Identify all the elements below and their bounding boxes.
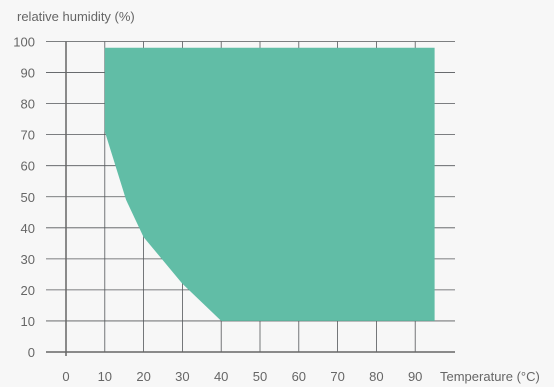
x-tick-label-70: 70 bbox=[330, 369, 344, 384]
y-tick-label-50: 50 bbox=[21, 190, 35, 205]
x-tick-label-30: 30 bbox=[175, 369, 189, 384]
y-tick-label-70: 70 bbox=[21, 128, 35, 143]
y-tick-labels: 0 10 20 30 40 50 60 70 80 90 100 bbox=[13, 35, 35, 361]
x-tick-label-0: 0 bbox=[62, 369, 69, 384]
y-tick-label-30: 30 bbox=[21, 252, 35, 267]
x-tick-label-50: 50 bbox=[253, 369, 267, 384]
y-tick-label-40: 40 bbox=[21, 221, 35, 236]
y-tick-label-80: 80 bbox=[21, 97, 35, 112]
y-tick-label-100: 100 bbox=[13, 35, 35, 50]
y-tick-label-20: 20 bbox=[21, 283, 35, 298]
humidity-temperature-area bbox=[104, 47, 435, 321]
x-tick-label-60: 60 bbox=[292, 369, 306, 384]
area-layer bbox=[104, 47, 435, 321]
x-axis-label: Temperature (°C) bbox=[440, 369, 540, 384]
x-tick-label-40: 40 bbox=[214, 369, 228, 384]
axes bbox=[46, 41, 455, 356]
x-tick-label-10: 10 bbox=[98, 369, 112, 384]
y-tick-label-10: 10 bbox=[21, 314, 35, 329]
y-tick-label-60: 60 bbox=[21, 159, 35, 174]
x-tick-labels: 0 10 20 30 40 50 60 70 80 90 bbox=[62, 369, 422, 384]
x-tick-label-90: 90 bbox=[408, 369, 422, 384]
x-tick-label-20: 20 bbox=[136, 369, 150, 384]
x-tick-label-80: 80 bbox=[369, 369, 383, 384]
y-tick-label-90: 90 bbox=[21, 66, 35, 81]
y-tick-label-0: 0 bbox=[28, 345, 35, 360]
y-axis-label: relative humidity (%) bbox=[17, 9, 135, 24]
